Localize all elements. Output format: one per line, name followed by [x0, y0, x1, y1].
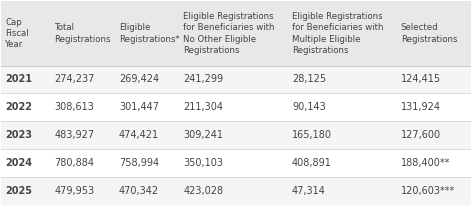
Text: 165,180: 165,180	[292, 130, 332, 140]
Text: 131,924: 131,924	[401, 102, 441, 112]
Text: 2024: 2024	[5, 158, 32, 168]
Text: 301,447: 301,447	[119, 102, 159, 112]
Text: 308,613: 308,613	[55, 102, 94, 112]
Text: 483,927: 483,927	[55, 130, 95, 140]
Text: 2025: 2025	[5, 186, 32, 196]
Text: 2023: 2023	[5, 130, 32, 140]
Bar	[1, 93, 471, 121]
Text: 241,299: 241,299	[183, 75, 223, 84]
Text: 124,415: 124,415	[401, 75, 441, 84]
Text: 479,953: 479,953	[55, 186, 95, 196]
Text: 780,884: 780,884	[55, 158, 95, 168]
Text: Total
Registrations: Total Registrations	[55, 23, 111, 43]
Text: 350,103: 350,103	[183, 158, 223, 168]
Text: 28,125: 28,125	[292, 75, 326, 84]
Text: 188,400**: 188,400**	[401, 158, 450, 168]
Bar	[1, 1, 471, 66]
Text: 423,028: 423,028	[183, 186, 223, 196]
Text: 758,994: 758,994	[119, 158, 159, 168]
Bar	[1, 177, 471, 205]
Text: 127,600: 127,600	[401, 130, 441, 140]
Text: Eligible Registrations
for Beneficiaries with
Multiple Eligible
Registrations: Eligible Registrations for Beneficiaries…	[292, 12, 383, 55]
Text: 120,603***: 120,603***	[401, 186, 455, 196]
Text: 474,421: 474,421	[119, 130, 159, 140]
Text: 211,304: 211,304	[183, 102, 223, 112]
Text: 408,891: 408,891	[292, 158, 332, 168]
Text: 470,342: 470,342	[119, 186, 159, 196]
Text: 2022: 2022	[5, 102, 32, 112]
Bar	[1, 66, 471, 93]
Text: 269,424: 269,424	[119, 75, 159, 84]
Text: 2021: 2021	[5, 75, 32, 84]
Text: 47,314: 47,314	[292, 186, 326, 196]
Bar	[1, 121, 471, 149]
Text: 309,241: 309,241	[183, 130, 223, 140]
Bar	[1, 149, 471, 177]
Text: Selected
Registrations: Selected Registrations	[401, 23, 457, 43]
Text: Eligible Registrations
for Beneficiaries with
No Other Eligible
Registrations: Eligible Registrations for Beneficiaries…	[183, 12, 274, 55]
Text: Eligible
Registrations*: Eligible Registrations*	[119, 23, 180, 43]
Text: Cap
Fiscal
Year: Cap Fiscal Year	[5, 18, 29, 49]
Text: 90,143: 90,143	[292, 102, 326, 112]
Text: 274,237: 274,237	[55, 75, 95, 84]
